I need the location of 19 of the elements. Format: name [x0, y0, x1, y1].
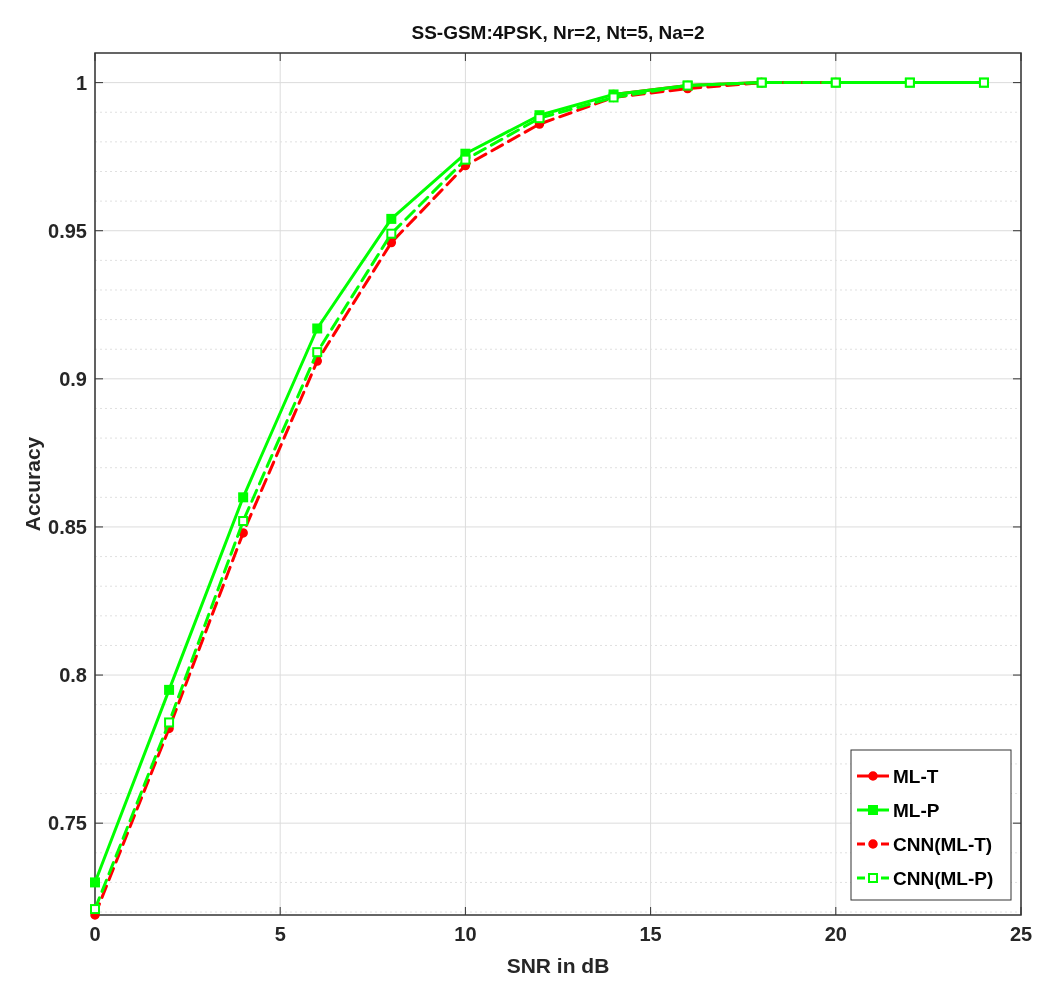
- y-axis-title: Accuracy: [21, 436, 44, 532]
- legend-label: CNN(ML-P): [893, 867, 994, 889]
- y-tick-label: 0.95: [48, 219, 87, 242]
- legend-label: CNN(ML-T): [893, 833, 993, 855]
- x-tick-label: 0: [89, 923, 101, 945]
- x-axis-title: SNR in dB: [506, 954, 610, 977]
- x-tick-label: 20: [824, 923, 847, 945]
- x-tick-label: 10: [454, 923, 477, 945]
- legend-label: ML-T: [893, 765, 939, 787]
- legend-label: ML-P: [893, 799, 940, 821]
- x-tick-label: 15: [639, 923, 662, 945]
- x-tick-label: 25: [1009, 923, 1033, 945]
- y-tick-label: 0.8: [59, 664, 87, 687]
- y-tick-label: 0.9: [59, 367, 87, 390]
- y-tick-label: 1: [75, 71, 87, 94]
- y-tick-label: 0.85: [48, 515, 87, 538]
- chart-title: SS-GSM:4PSK, Nr=2, Nt=5, Na=2: [411, 22, 705, 43]
- y-tick-label: 0.75: [48, 812, 87, 835]
- x-tick-label: 5: [274, 923, 286, 945]
